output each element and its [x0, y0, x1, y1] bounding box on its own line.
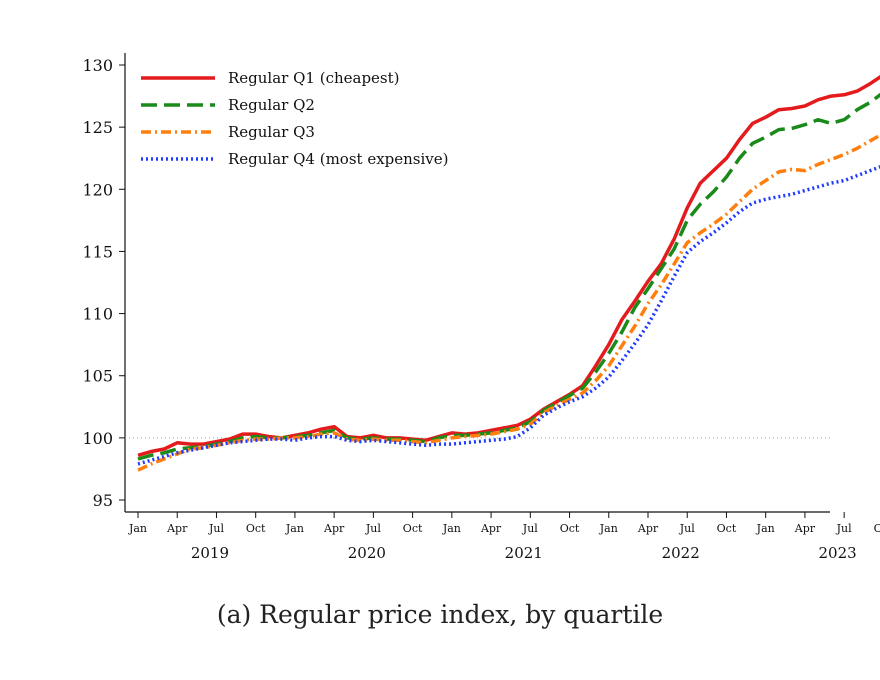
y-tick-label: 110: [82, 305, 113, 324]
x-tick-label: Jul: [522, 522, 538, 535]
x-tick-label: Apr: [480, 522, 502, 535]
x-tick-label: Jan: [128, 522, 147, 535]
year-label: 2022: [662, 544, 700, 562]
y-tick-label: 100: [82, 429, 113, 448]
line-chart: 95 100 105 110 115 120 125 130 Jan Apr Jul Oct Jan A…: [82, 53, 880, 562]
y-tick-label: 125: [82, 118, 113, 137]
legend-label: Regular Q4 (most expensive): [228, 150, 449, 168]
y-tick-label: 115: [82, 242, 113, 261]
x-tick-label: Oct: [874, 522, 880, 535]
x-tick-label: Jan: [285, 522, 304, 535]
x-tick-label: Apr: [794, 522, 816, 535]
y-tick-label: 95: [93, 491, 113, 510]
x-tick-label: Jan: [442, 522, 461, 535]
legend-label: Regular Q2: [228, 96, 315, 114]
x-tick-label: Apr: [323, 522, 345, 535]
legend-label: Regular Q1 (cheapest): [228, 69, 400, 87]
x-tick-label: Jul: [679, 522, 695, 535]
x-tick-group: Jan Apr Jul Oct Jan Apr Jul Oct Jan Apr Jul Oct Jan A…: [128, 512, 880, 535]
x-tick-label: Apr: [166, 522, 188, 535]
year-label-group: 2019 2020 2021 2022 2023: [191, 544, 857, 562]
year-label: 2023: [819, 544, 857, 562]
series-line-q2: [137, 92, 880, 461]
y-tick-label: 120: [82, 180, 113, 199]
series-line-q4: [137, 165, 880, 466]
x-tick-label: Jan: [756, 522, 775, 535]
x-tick-label: Oct: [246, 522, 266, 535]
x-tick-label: Jul: [208, 522, 224, 535]
y-tick-group: 95 100 105 110 115 120 125 130: [82, 56, 125, 510]
x-tick-label: Oct: [403, 522, 423, 535]
x-tick-label: Apr: [637, 522, 659, 535]
x-tick-label: Jan: [599, 522, 618, 535]
series-group: [137, 75, 880, 472]
year-label: 2019: [191, 544, 229, 562]
y-tick-label: 130: [82, 56, 113, 75]
y-tick-label: 105: [82, 367, 113, 386]
year-label: 2021: [505, 544, 543, 562]
x-tick-label: Jul: [836, 522, 852, 535]
x-tick-label: Oct: [560, 522, 580, 535]
x-tick-label: Jul: [365, 522, 381, 535]
figure-caption: (a) Regular price index, by quartile: [216, 600, 664, 629]
series-line-q3: [137, 133, 880, 472]
year-label: 2020: [348, 544, 386, 562]
legend: Regular Q1 (cheapest) Regular Q2 Regular Q…: [141, 69, 449, 168]
legend-label: Regular Q3: [228, 123, 315, 141]
x-tick-label: Oct: [717, 522, 737, 535]
